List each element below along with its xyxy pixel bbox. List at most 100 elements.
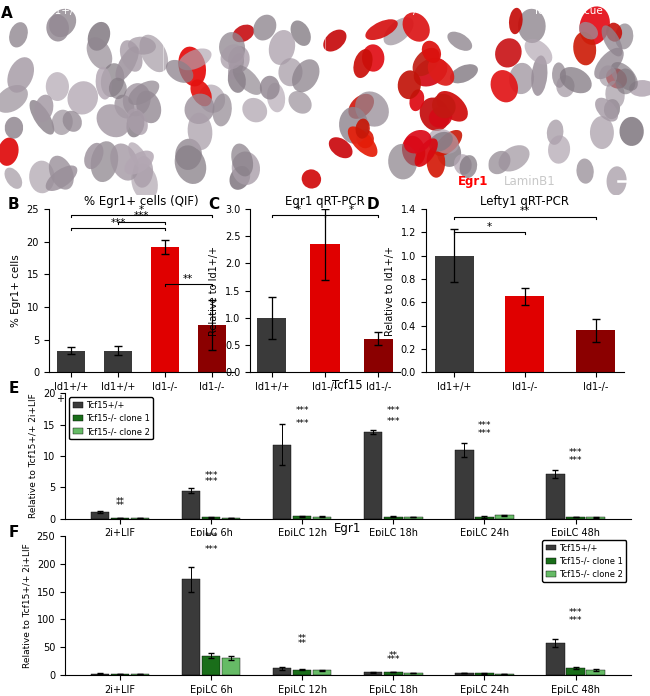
Text: B: B (8, 198, 20, 212)
Ellipse shape (269, 30, 295, 65)
Ellipse shape (232, 152, 260, 185)
Ellipse shape (62, 111, 82, 132)
Bar (435, 255, 474, 372)
Ellipse shape (97, 104, 130, 137)
Ellipse shape (429, 106, 452, 127)
Text: ***: *** (204, 532, 218, 541)
Ellipse shape (120, 40, 142, 72)
Ellipse shape (242, 98, 267, 122)
Ellipse shape (531, 56, 547, 96)
Text: C: C (209, 198, 220, 212)
Bar (364, 672, 382, 675)
Text: **: ** (298, 640, 307, 649)
Bar (566, 668, 585, 675)
Bar (273, 668, 291, 675)
Ellipse shape (611, 62, 638, 90)
Ellipse shape (46, 72, 69, 101)
Bar (91, 512, 109, 519)
Bar (566, 517, 585, 519)
Ellipse shape (220, 45, 244, 70)
Title: Egr1 qRT-PCR: Egr1 qRT-PCR (285, 195, 365, 207)
Bar (475, 516, 493, 519)
Bar (313, 670, 332, 675)
Ellipse shape (228, 46, 250, 73)
Text: ***: *** (569, 608, 582, 617)
Ellipse shape (254, 15, 276, 40)
Bar (222, 518, 240, 519)
Text: ***: *** (569, 616, 582, 625)
Ellipse shape (233, 65, 262, 95)
Ellipse shape (302, 169, 321, 189)
Text: A: A (1, 6, 13, 21)
Ellipse shape (289, 91, 311, 113)
Ellipse shape (426, 146, 445, 177)
Ellipse shape (434, 130, 462, 156)
Bar (455, 673, 474, 675)
Text: ***: *** (478, 420, 491, 429)
Ellipse shape (7, 57, 34, 93)
Ellipse shape (432, 94, 456, 118)
Ellipse shape (616, 68, 636, 94)
Ellipse shape (629, 80, 650, 97)
Bar (586, 670, 605, 675)
Bar (131, 674, 150, 675)
Ellipse shape (0, 138, 19, 166)
Ellipse shape (573, 32, 596, 65)
Text: ***: *** (387, 417, 400, 426)
Ellipse shape (410, 89, 424, 111)
Ellipse shape (606, 166, 627, 196)
Title: Lefty1 qRT-PCR: Lefty1 qRT-PCR (480, 195, 569, 207)
Ellipse shape (190, 79, 212, 106)
Ellipse shape (111, 143, 138, 181)
Text: ***: *** (204, 477, 218, 486)
Ellipse shape (420, 97, 450, 131)
Ellipse shape (233, 24, 254, 42)
Ellipse shape (185, 94, 215, 124)
Ellipse shape (605, 81, 625, 108)
Text: LaminB1: LaminB1 (504, 175, 556, 188)
Ellipse shape (404, 130, 432, 153)
Text: Id1-/- Rescue: Id1-/- Rescue (535, 6, 603, 16)
Ellipse shape (384, 17, 413, 45)
Bar (384, 516, 402, 519)
Ellipse shape (109, 78, 127, 99)
Y-axis label: Relative to Tcf15+/+ 2i+LIF: Relative to Tcf15+/+ 2i+LIF (29, 393, 37, 519)
Ellipse shape (128, 37, 156, 54)
Ellipse shape (577, 159, 593, 184)
Text: Id1+/+: Id1+/+ (226, 6, 262, 16)
Ellipse shape (594, 48, 624, 79)
Text: *: * (296, 205, 301, 215)
Y-axis label: Relative to Id1+/+: Relative to Id1+/+ (209, 246, 220, 335)
Ellipse shape (552, 63, 566, 88)
Ellipse shape (86, 37, 112, 70)
Ellipse shape (495, 38, 522, 68)
Ellipse shape (365, 19, 398, 40)
Ellipse shape (525, 39, 552, 65)
Ellipse shape (0, 85, 28, 113)
Ellipse shape (46, 166, 77, 191)
Ellipse shape (231, 143, 253, 177)
Ellipse shape (116, 47, 138, 81)
Text: *: * (139, 205, 144, 215)
Ellipse shape (229, 166, 250, 190)
Ellipse shape (127, 109, 148, 135)
Bar (111, 674, 129, 675)
Ellipse shape (602, 25, 623, 56)
Ellipse shape (454, 154, 472, 175)
Text: Id1-/-: Id1-/- (393, 6, 420, 16)
Ellipse shape (579, 6, 610, 45)
Ellipse shape (96, 67, 112, 100)
Ellipse shape (49, 156, 73, 189)
Bar (495, 515, 514, 519)
Bar (404, 516, 422, 519)
Ellipse shape (354, 49, 372, 78)
Text: **: ** (116, 501, 124, 510)
Ellipse shape (128, 142, 149, 171)
Ellipse shape (123, 83, 151, 116)
Ellipse shape (323, 29, 346, 52)
Ellipse shape (188, 113, 213, 150)
Ellipse shape (415, 139, 438, 167)
Bar (586, 517, 605, 519)
Title: Egr1: Egr1 (334, 522, 361, 535)
Ellipse shape (429, 132, 453, 152)
